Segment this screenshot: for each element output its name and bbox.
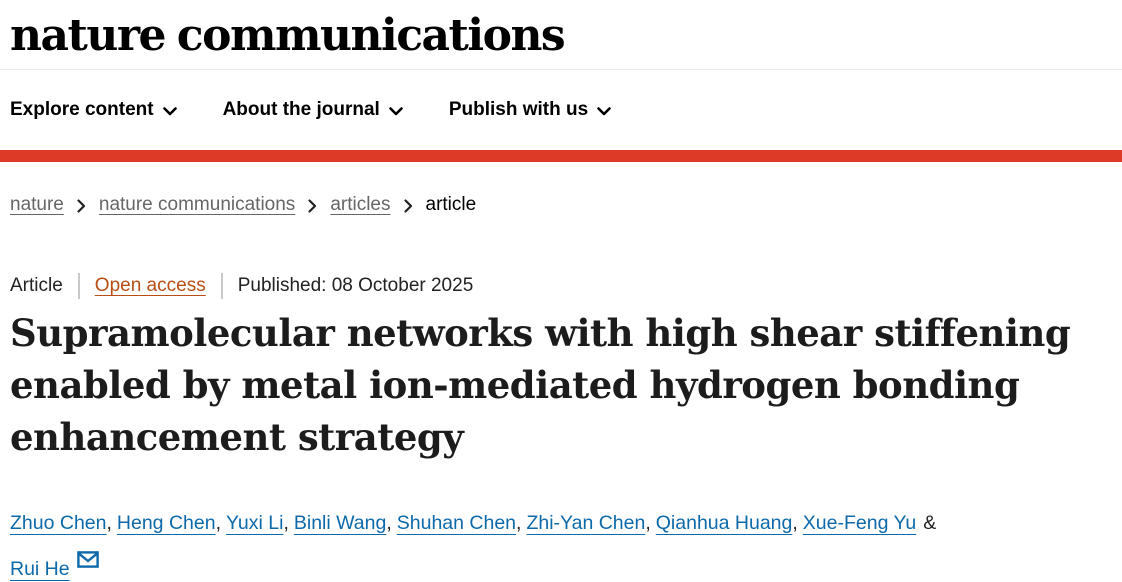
- author-separator: ,: [516, 512, 522, 534]
- author-link-corresponding[interactable]: Rui He: [10, 558, 70, 580]
- author-separator: ,: [215, 512, 221, 534]
- chevron-right-icon: [403, 199, 412, 213]
- article-header: nature nature communications articles ar…: [0, 194, 1122, 582]
- author-link[interactable]: Xue-Feng Yu: [802, 512, 917, 534]
- journal-logo[interactable]: nature communications: [10, 9, 566, 61]
- author-link[interactable]: Shuhan Chen: [396, 512, 517, 534]
- nav-item-about-the-journal[interactable]: About the journal: [223, 99, 403, 121]
- open-access-link[interactable]: Open access: [94, 275, 206, 296]
- breadcrumb-link-articles[interactable]: articles: [330, 194, 391, 215]
- main-nav: Explore content About the journal Publis…: [0, 70, 1122, 150]
- author-link[interactable]: Zhuo Chen: [10, 512, 107, 534]
- article-title-line: enhancement strategy: [10, 415, 464, 459]
- article-title-line: Supramolecular networks with high shear …: [10, 311, 1071, 355]
- author-link[interactable]: Yuxi Li: [225, 512, 284, 534]
- author-final-separator: &: [923, 512, 937, 534]
- chevron-right-icon: [308, 199, 317, 213]
- brand-red-bar: [0, 150, 1122, 162]
- breadcrumb-link-nature-communications[interactable]: nature communications: [98, 194, 296, 215]
- divider: [77, 273, 80, 299]
- breadcrumb: nature nature communications articles ar…: [10, 194, 1112, 216]
- nav-item-label: About the journal: [222, 99, 380, 120]
- chevron-down-icon: [162, 107, 177, 116]
- envelope-icon: [76, 551, 99, 568]
- nav-item-label: Publish with us: [448, 99, 589, 120]
- article-meta-row: Article Open access Published: 08 Octobe…: [10, 273, 1112, 299]
- article-title: Supramolecular networks with high shear …: [10, 307, 1112, 463]
- author-separator: ,: [792, 512, 798, 534]
- chevron-down-icon: [389, 107, 403, 116]
- article-title-line: enabled by metal ion-mediated hydrogen b…: [10, 363, 1020, 407]
- author-separator: ,: [283, 512, 289, 534]
- nav-item-explore-content[interactable]: Explore content: [10, 99, 177, 121]
- email-corresponding-author-link[interactable]: [76, 551, 99, 580]
- breadcrumb-link-nature[interactable]: nature: [10, 194, 64, 215]
- author-link[interactable]: Heng Chen: [116, 512, 216, 534]
- nav-item-label: Explore content: [10, 99, 154, 120]
- published-date: Published: 08 October 2025: [237, 275, 474, 296]
- author-list: Zhuo Chen, Heng Chen, Yuxi Li, Binli Wang, S…: [10, 500, 1112, 582]
- chevron-right-icon: [77, 199, 85, 213]
- article-type-label: Article: [10, 275, 63, 296]
- breadcrumb-current: article: [425, 194, 477, 215]
- divider: [220, 273, 223, 299]
- author-link[interactable]: Binli Wang: [293, 512, 387, 534]
- author-separator: ,: [106, 512, 112, 534]
- chevron-down-icon: [597, 107, 611, 116]
- author-separator: ,: [386, 512, 392, 534]
- site-header: nature communications: [0, 0, 1122, 70]
- nav-item-publish-with-us[interactable]: Publish with us: [449, 99, 611, 121]
- author-link[interactable]: Zhi-Yan Chen: [526, 512, 646, 534]
- author-separator: ,: [645, 512, 651, 534]
- author-link[interactable]: Qianhua Huang: [655, 512, 793, 534]
